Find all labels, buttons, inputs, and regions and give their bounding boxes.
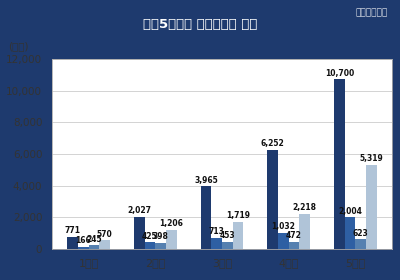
Bar: [299, 214, 310, 249]
Bar: [211, 238, 222, 249]
Bar: [145, 242, 155, 249]
Bar: [67, 237, 78, 249]
Text: 472: 472: [286, 231, 302, 240]
Bar: [278, 233, 289, 249]
Text: 3,965: 3,965: [194, 176, 218, 185]
Text: 245: 245: [86, 235, 102, 244]
Text: 6,252: 6,252: [261, 139, 284, 148]
Bar: [366, 165, 377, 249]
Text: 5,319: 5,319: [360, 154, 383, 163]
Text: 1,206: 1,206: [159, 220, 183, 228]
Bar: [355, 239, 366, 249]
Text: 713: 713: [209, 227, 225, 236]
Bar: [78, 247, 89, 249]
Text: 소득5분위별 부채유형별 규모: 소득5분위별 부채유형별 규모: [143, 18, 257, 31]
Bar: [233, 222, 243, 249]
Bar: [267, 150, 278, 249]
Text: 1,719: 1,719: [226, 211, 250, 220]
Bar: [222, 242, 233, 249]
Bar: [134, 217, 145, 249]
Text: 771: 771: [65, 227, 81, 235]
Bar: [166, 230, 177, 249]
Bar: [334, 80, 345, 249]
Bar: [99, 240, 110, 249]
Text: 10,700: 10,700: [325, 69, 354, 78]
Text: 2,004: 2,004: [338, 207, 362, 216]
Text: 398: 398: [153, 232, 169, 241]
Text: 166: 166: [76, 236, 91, 245]
Text: 425: 425: [142, 232, 158, 241]
Text: 570: 570: [97, 230, 112, 239]
Bar: [201, 186, 211, 249]
Bar: [345, 217, 355, 249]
Bar: [155, 243, 166, 249]
Text: 623: 623: [353, 229, 368, 238]
Bar: [289, 242, 299, 249]
Text: 453: 453: [220, 232, 235, 241]
Text: 1,032: 1,032: [271, 222, 295, 231]
Text: (만원): (만원): [8, 41, 28, 51]
Text: 2,218: 2,218: [293, 204, 317, 213]
Bar: [89, 245, 99, 249]
Text: 빅데이터뉴스: 빅데이터뉴스: [356, 8, 388, 17]
Text: 2,027: 2,027: [127, 206, 151, 215]
